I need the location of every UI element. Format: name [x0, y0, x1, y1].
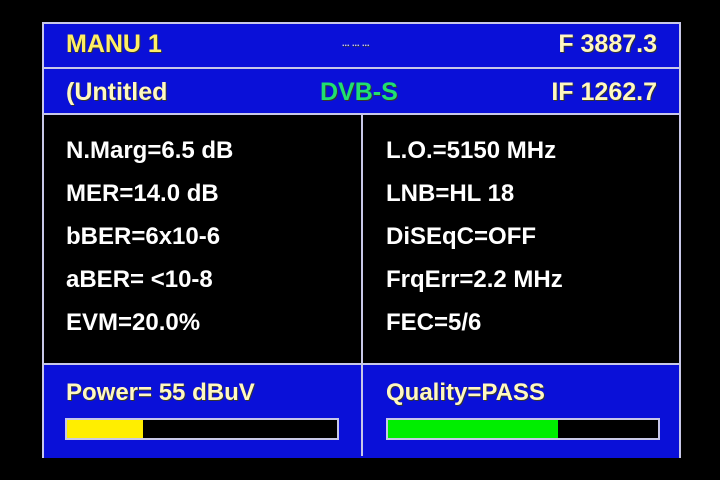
- if-frequency-label: IF 1262.7: [551, 78, 657, 106]
- measurements-panel: N.Marg=6.5 dB MER=14.0 dB bBER=6x10-6 aB…: [44, 115, 679, 363]
- quality-bar: [386, 418, 660, 440]
- power-bar-fill: [67, 420, 143, 438]
- evm: EVM=20.0%: [66, 309, 201, 336]
- header-row-1: MANU 1 ... ... ... F 3887.3: [44, 24, 679, 69]
- lnb: LNB=HL 18: [386, 180, 515, 207]
- bber: bBER=6x10-6: [66, 223, 221, 250]
- meter-screen: MANU 1 ... ... ... F 3887.3 (Untitled DV…: [42, 22, 681, 458]
- center-indicator: ... ... ...: [342, 38, 370, 48]
- signal-panel: Power= 55 dBuV Quality=PASS: [44, 363, 679, 458]
- divider: [361, 115, 363, 456]
- quality-label: Quality=PASS: [386, 379, 545, 406]
- aber: aBER= <10-8: [66, 266, 213, 293]
- quality-bar-fill: [388, 420, 559, 438]
- fec: FEC=5/6: [386, 309, 482, 336]
- diseqc: DiSEqC=OFF: [386, 223, 537, 250]
- mer: MER=14.0 dB: [66, 180, 219, 207]
- power-label: Power= 55 dBuV: [66, 379, 255, 406]
- mode-label: MANU 1: [66, 30, 162, 58]
- frequency-error: FrqErr=2.2 MHz: [386, 266, 563, 293]
- header-row-2: (Untitled DVB-S IF 1262.7: [44, 69, 679, 115]
- power-bar: [65, 418, 339, 440]
- frequency-label: F 3887.3: [558, 30, 657, 58]
- lo: L.O.=5150 MHz: [386, 137, 557, 164]
- noise-margin: N.Marg=6.5 dB: [66, 137, 234, 164]
- channel-name: (Untitled: [66, 78, 168, 106]
- standard-label: DVB-S: [320, 78, 398, 106]
